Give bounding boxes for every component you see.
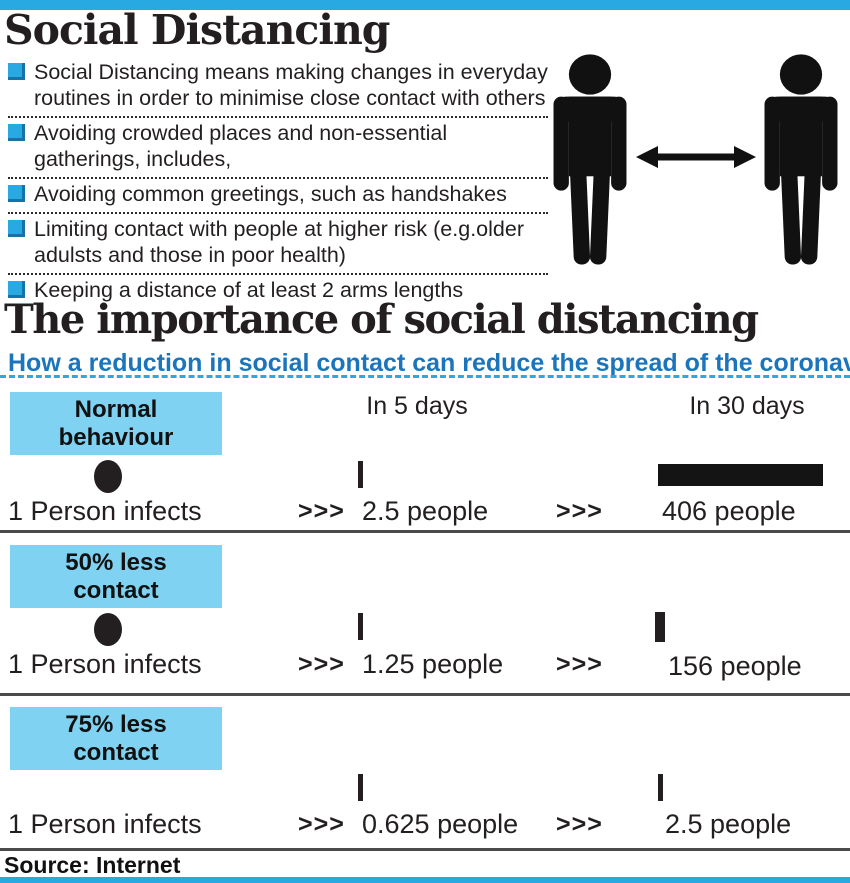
chevrons-icon: >>> (298, 810, 345, 838)
row-divider (0, 848, 850, 851)
list-item: Avoiding crowded places and non-essentia… (8, 118, 548, 179)
scenario-label: 50% less contact (65, 548, 167, 604)
scenario-box-75-less: 75% less contact (10, 707, 222, 770)
square-bullet-icon (8, 124, 25, 141)
value-30-days: 2.5 people (665, 809, 792, 839)
person-silhouette-icon (553, 54, 627, 265)
page-title: Social Distancing (4, 6, 390, 54)
one-person-dot (94, 460, 122, 493)
scenario-box-normal: Normal behaviour (10, 392, 222, 455)
chevrons-icon: >>> (556, 650, 603, 678)
one-person-dot (94, 613, 122, 646)
chevrons-icon: >>> (556, 497, 603, 525)
row-divider (0, 693, 850, 696)
bullet-text: Social Distancing means making changes i… (34, 60, 548, 110)
bar-156-people (655, 612, 665, 642)
bullet-list: Social Distancing means making changes i… (8, 57, 548, 308)
value-5-days: 0.625 people (362, 809, 519, 839)
bullet-text: Limiting contact with people at higher r… (34, 217, 524, 267)
source-credit: Source: Internet (4, 852, 181, 878)
square-bullet-icon (8, 281, 25, 298)
bottom-accent-bar (0, 877, 850, 883)
bullet-text: Avoiding crowded places and non-essentia… (34, 121, 448, 171)
top-accent-bar (0, 0, 850, 10)
bullet-text: Keeping a distance of at least 2 arms le… (34, 278, 464, 302)
value-30-days: 156 people (668, 651, 802, 681)
square-bullet-icon (8, 63, 25, 80)
infects-label: 1 Person infects (8, 496, 202, 526)
list-item: Keeping a distance of at least 2 arms le… (8, 275, 548, 308)
double-arrow-icon (636, 146, 756, 168)
chevrons-icon: >>> (556, 810, 603, 838)
value-5-days: 1.25 people (362, 649, 504, 679)
bar-2-5-people (358, 461, 363, 488)
bullet-text: Avoiding common greetings, such as hands… (34, 182, 507, 206)
list-item: Social Distancing means making changes i… (8, 57, 548, 118)
section-heading: The importance of social distancing (4, 296, 759, 343)
bar-1-25-people (358, 613, 363, 640)
chevrons-icon: >>> (298, 650, 345, 678)
person-silhouette-icon (764, 54, 838, 265)
dashed-divider (0, 375, 850, 378)
square-bullet-icon (8, 185, 25, 202)
row-divider (0, 530, 850, 533)
scenario-label: 75% less contact (65, 710, 167, 766)
list-item: Avoiding common greetings, such as hands… (8, 179, 548, 214)
scenario-label: Normal behaviour (58, 395, 174, 451)
value-5-days: 2.5 people (362, 496, 489, 526)
infects-label: 1 Person infects (8, 649, 202, 679)
value-30-days: 406 people (662, 496, 796, 526)
column-header-5-days: In 5 days (366, 392, 468, 420)
infects-label: 1 Person infects (8, 809, 202, 839)
section-subtitle: How a reduction in social contact can re… (8, 349, 850, 377)
chevrons-icon: >>> (298, 497, 345, 525)
scenario-box-50-less: 50% less contact (10, 545, 222, 608)
column-header-30-days: In 30 days (689, 392, 805, 420)
list-item: Limiting contact with people at higher r… (8, 214, 548, 275)
bar-0-625-people (358, 774, 363, 801)
square-bullet-icon (8, 220, 25, 237)
bar-2-5-people (658, 774, 663, 801)
bar-406-people (658, 464, 823, 486)
